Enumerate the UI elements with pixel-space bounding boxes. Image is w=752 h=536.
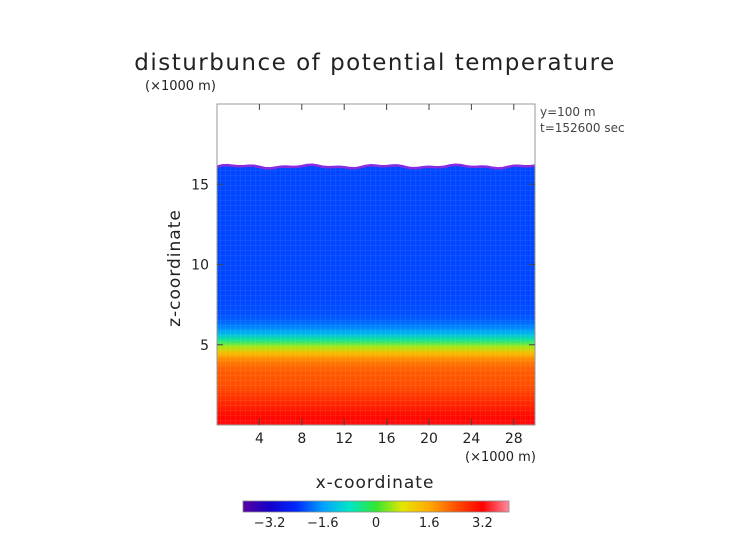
y-axis-label: z-coordinate xyxy=(165,209,185,327)
colorbar-bar xyxy=(242,500,510,513)
x-tick-label: 8 xyxy=(297,431,306,447)
colorbar-tick-label: −3.2 xyxy=(254,516,286,531)
x-tick-label: 12 xyxy=(335,431,353,447)
colorbar-tick-label: −1.6 xyxy=(307,516,339,531)
top-boundary-line xyxy=(216,163,536,170)
colorbar-tick-label: 0 xyxy=(372,516,380,531)
x-axis-label: x-coordinate xyxy=(316,473,435,493)
y-tick-label: 5 xyxy=(200,338,209,354)
colorbar-tick-label: 1.6 xyxy=(419,516,440,531)
x-tick-label: 4 xyxy=(255,431,264,447)
contour-texture xyxy=(217,164,535,425)
plot-area: 4 8 12 16 20 24 28 5 10 15 xyxy=(191,103,536,447)
x-tick-label: 28 xyxy=(505,431,523,447)
x-tick-label: 16 xyxy=(378,431,396,447)
y-tick-label: 10 xyxy=(191,258,209,274)
info-line-t: t=152600 sec xyxy=(540,121,625,135)
x-unit-label: (×1000 m) xyxy=(465,450,536,465)
info-line-y: y=100 m xyxy=(540,105,596,119)
colorbar-tick-label: 3.2 xyxy=(472,516,493,531)
y-tick-label: 15 xyxy=(191,177,209,193)
x-tick-label: 20 xyxy=(420,431,438,447)
y-unit-label: (×1000 m) xyxy=(145,79,216,94)
x-tick-label: 24 xyxy=(462,431,480,447)
chart-title: disturbunce of potential temperature xyxy=(134,50,616,76)
colorbar: −3.2 −1.6 0 1.6 3.2 xyxy=(242,500,510,531)
